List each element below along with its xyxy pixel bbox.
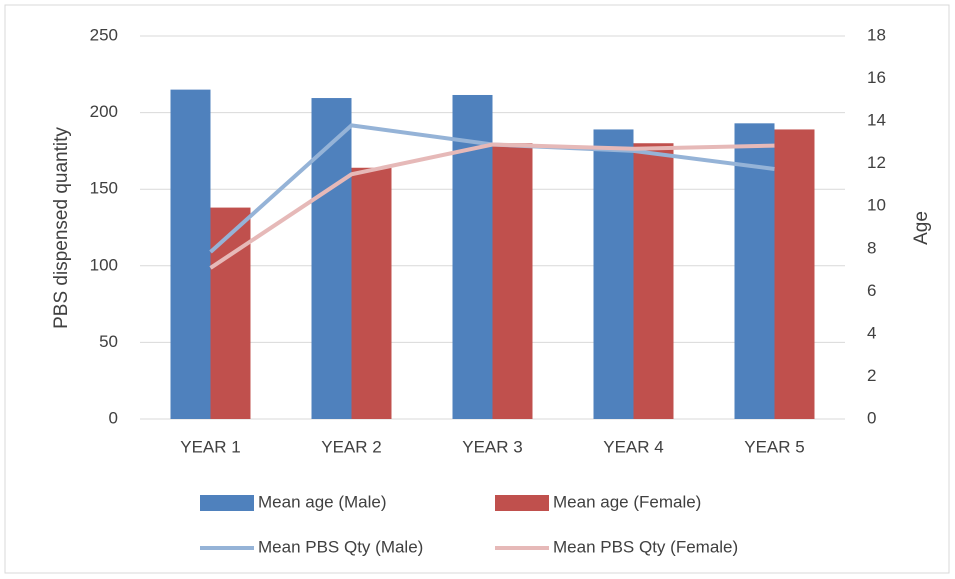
bar [633,143,674,420]
bar [311,98,352,420]
x-tick-label: YEAR 3 [462,437,522,456]
y-tick-label: 150 [90,179,118,198]
y-tick-label: 0 [109,408,118,427]
y-tick-label: 200 [90,102,118,121]
y2-tick-label: 16 [867,68,886,87]
y-tick-label: 250 [90,25,118,44]
bar [492,143,533,420]
y2-tick-label: 4 [867,323,876,342]
legend-label: Mean PBS Qty (Male) [258,537,423,556]
y2-tick-label: 6 [867,281,876,300]
bar [774,129,815,419]
y-axis-label: PBS dispensed quantity [51,127,72,329]
y2-tick-label: 10 [867,196,886,215]
line [209,142,775,270]
y2-tick-label: 2 [867,366,876,385]
y2-axis-label: Age [911,211,932,245]
bar [351,167,392,419]
y2-tick-label: 14 [867,111,886,130]
bar [734,123,775,419]
y2-tick-label: 8 [867,238,876,257]
x-tick-label: YEAR 1 [180,437,240,456]
legend-label: Mean PBS Qty (Female) [553,537,738,556]
bar [593,129,634,419]
legend-swatch [495,495,549,511]
y2-tick-label: 12 [867,153,886,172]
x-tick-label: YEAR 5 [744,437,804,456]
y2-tick-label: 18 [867,25,886,44]
y-tick-label: 100 [90,255,118,274]
x-tick-label: YEAR 2 [321,437,381,456]
bar [210,207,251,419]
y-tick-label: 50 [99,332,118,351]
legend-swatch [200,495,254,511]
legend-label: Mean age (Female) [553,492,701,511]
y2-tick-label: 0 [867,408,876,427]
bar [170,89,211,420]
x-tick-label: YEAR 4 [603,437,663,456]
legend-label: Mean age (Male) [258,492,387,511]
